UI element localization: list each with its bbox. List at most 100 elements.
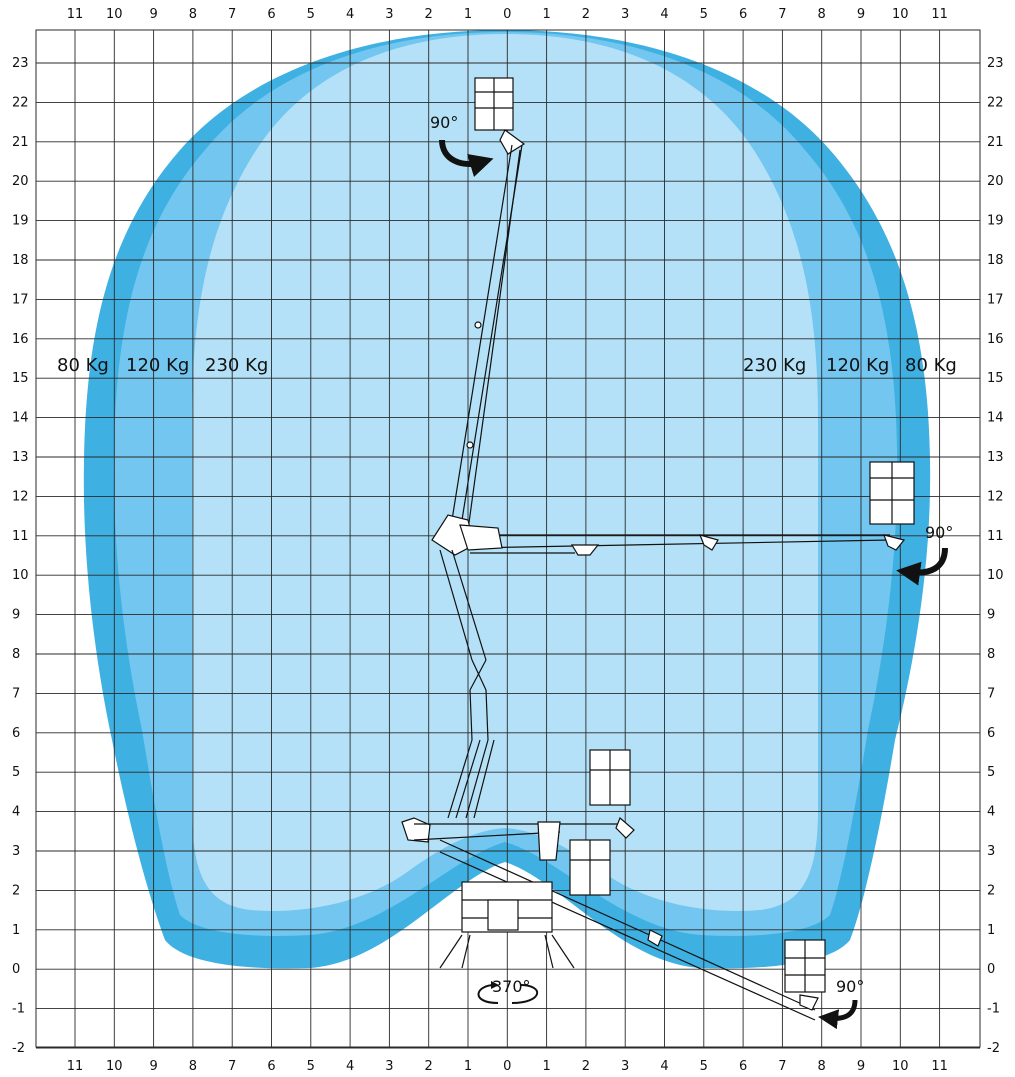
x-tick-label-top: 9 xyxy=(857,7,865,22)
y-tick-label-right: 1 xyxy=(987,923,995,938)
machine-drawing xyxy=(401,77,915,1021)
y-axis-right: 23222120191817161514131211109876543210-1… xyxy=(987,56,1004,1056)
arrow-right-icon xyxy=(896,547,948,586)
chassis xyxy=(439,881,575,969)
x-tick-label-top: 2 xyxy=(425,7,433,22)
x-tick-label-top: 9 xyxy=(149,7,157,22)
angle-label-bottom: 90° xyxy=(836,977,864,996)
x-axis-bottom: 11 10 9 8 7 6 5 4 3 2 1 0 1 2 3 4 5 6 7 8 9 10 11 xyxy=(67,1059,948,1074)
x-tick-label-top: 5 xyxy=(700,7,708,22)
y-tick-label-left: 5 xyxy=(12,765,20,780)
plot-frame xyxy=(35,29,981,1048)
load-label-left-230: 230 Kg xyxy=(205,355,268,376)
y-tick-label-left: 16 xyxy=(12,332,29,347)
y-tick-label-left: 9 xyxy=(12,608,20,623)
y-tick-label-right: 18 xyxy=(987,253,1004,268)
x-tick-label-bottom: 7 xyxy=(778,1059,786,1074)
y-tick-label-left: 20 xyxy=(12,174,29,189)
y-tick-label-right: 12 xyxy=(987,489,1004,504)
y-tick-label-right: 20 xyxy=(987,174,1004,189)
x-tick-label-bottom: 7 xyxy=(228,1059,236,1074)
y-tick-label-right: 16 xyxy=(987,332,1004,347)
y-tick-label-left: 12 xyxy=(12,489,29,504)
y-tick-label-right: 6 xyxy=(987,726,995,741)
rotation-label: 370° xyxy=(492,977,531,996)
boom-diagonal-b xyxy=(439,851,816,1021)
rotation-arrow-icon xyxy=(477,981,499,1004)
boom-diagonal-a xyxy=(439,839,816,1011)
x-tick-label-top: 4 xyxy=(660,7,668,22)
y-tick-label-left: 4 xyxy=(12,805,20,820)
y-tick-label-left: 3 xyxy=(12,844,20,859)
y-tick-label-right: -2 xyxy=(987,1041,1000,1056)
x-tick-label-bottom: 6 xyxy=(267,1059,275,1074)
x-tick-label-bottom: 8 xyxy=(818,1059,826,1074)
y-axis-left: 23222120191817161514131211109876543210-1… xyxy=(12,56,29,1056)
y-tick-label-left: 21 xyxy=(12,135,29,150)
y-tick-label-left: 2 xyxy=(12,883,20,898)
y-tick-label-left: 14 xyxy=(12,411,29,426)
x-tick-label-bottom: 4 xyxy=(660,1059,668,1074)
y-tick-label-left: 7 xyxy=(12,686,20,701)
y-tick-label-right: 21 xyxy=(987,135,1004,150)
load-label-left-80: 80 Kg xyxy=(57,355,109,376)
y-tick-label-left: 17 xyxy=(12,292,29,307)
y-tick-label-right: 11 xyxy=(987,529,1004,544)
load-label-left-120: 120 Kg xyxy=(126,355,189,376)
x-tick-label-top: 5 xyxy=(307,7,315,22)
x-tick-label-top: 6 xyxy=(739,7,747,22)
load-label-right-230: 230 Kg xyxy=(743,355,806,376)
x-tick-label-bottom: 3 xyxy=(385,1059,393,1074)
y-tick-label-left: 1 xyxy=(12,923,20,938)
y-tick-label-left: 22 xyxy=(12,95,29,110)
y-tick-label-left: 15 xyxy=(12,371,29,386)
y-tick-label-left: 10 xyxy=(12,568,29,583)
y-tick-label-left: 23 xyxy=(12,56,29,71)
load-label-right-80: 80 Kg xyxy=(905,355,957,376)
x-tick-label-bottom: 9 xyxy=(857,1059,865,1074)
y-tick-label-right: 0 xyxy=(987,962,995,977)
y-tick-label-left: 0 xyxy=(12,962,20,977)
y-tick-label-right: 3 xyxy=(987,844,995,859)
x-tick-label-top: 6 xyxy=(267,7,275,22)
y-tick-label-right: 9 xyxy=(987,608,995,623)
arrow-bottom-icon xyxy=(818,999,858,1030)
y-tick-label-right: 23 xyxy=(987,56,1004,71)
y-tick-label-right: 13 xyxy=(987,450,1004,465)
basket-middle xyxy=(589,749,635,839)
x-tick-label-bottom: 10 xyxy=(892,1059,909,1074)
basket-right xyxy=(869,461,915,525)
x-axis-top: 11 10 9 8 7 6 5 4 3 2 1 0 1 2 3 4 5 6 7 8 9 10 11 xyxy=(67,7,948,22)
y-tick-label-left: 13 xyxy=(12,450,29,465)
y-tick-label-right: 5 xyxy=(987,765,995,780)
angle-label-right: 90° xyxy=(925,523,953,542)
y-tick-label-right: 15 xyxy=(987,371,1004,386)
x-tick-label-top: 3 xyxy=(621,7,629,22)
x-tick-label-top: 11 xyxy=(67,7,84,22)
boom-vertical-a xyxy=(451,144,513,521)
x-tick-label-top: 1 xyxy=(464,7,472,22)
load-label-right-120: 120 Kg xyxy=(826,355,889,376)
x-tick-label-top: 1 xyxy=(542,7,550,22)
y-tick-label-left: 19 xyxy=(12,214,29,229)
x-tick-label-bottom: 11 xyxy=(931,1059,948,1074)
x-tick-label-top: 2 xyxy=(582,7,590,22)
x-tick-label-bottom: 2 xyxy=(425,1059,433,1074)
x-tick-label-top: 7 xyxy=(228,7,236,22)
basket-lower-middle xyxy=(569,839,611,896)
x-tick-label-bottom: 0 xyxy=(503,1059,511,1074)
boom-vertical-c xyxy=(467,149,521,531)
y-tick-label-right: 8 xyxy=(987,647,995,662)
y-tick-label-right: 14 xyxy=(987,411,1004,426)
x-tick-label-top: 8 xyxy=(189,7,197,22)
zone-230kg xyxy=(192,34,818,911)
basket-top xyxy=(474,77,526,155)
x-tick-label-bottom: 11 xyxy=(67,1059,84,1074)
y-tick-label-right: 10 xyxy=(987,568,1004,583)
basket-bottom xyxy=(784,939,826,993)
x-tick-label-bottom: 3 xyxy=(621,1059,629,1074)
y-tick-label-left: -2 xyxy=(12,1041,25,1056)
angle-label-top: 90° xyxy=(430,113,458,132)
x-tick-label-top: 8 xyxy=(818,7,826,22)
